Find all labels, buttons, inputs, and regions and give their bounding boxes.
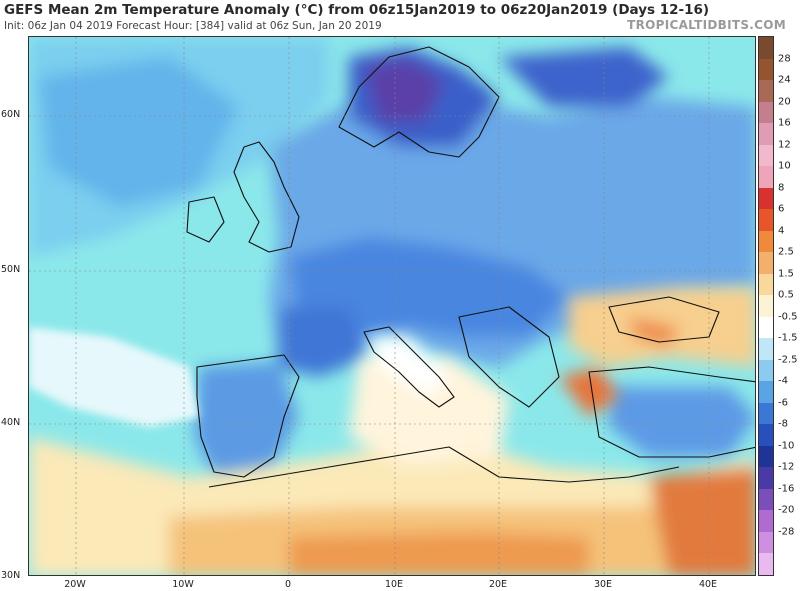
colorbar-label: -4 bbox=[778, 375, 788, 387]
anatolia-outline bbox=[588, 366, 755, 458]
colorbar-segment bbox=[759, 58, 773, 81]
france-cold bbox=[279, 307, 369, 377]
lat-label-40n: 40N bbox=[1, 417, 21, 428]
colorbar-segment bbox=[759, 467, 773, 490]
colorbar-segment bbox=[759, 37, 773, 60]
colorbar-label: 8 bbox=[778, 182, 785, 194]
colorbar-label: -10 bbox=[778, 440, 795, 452]
anatolia-cold bbox=[609, 387, 755, 457]
italy-neutral bbox=[369, 337, 449, 397]
colorbar-label: 1.5 bbox=[778, 268, 794, 280]
colorbar-segment bbox=[759, 252, 773, 275]
colorbar-segment bbox=[759, 510, 773, 533]
italy-outline bbox=[363, 326, 455, 408]
colorbar-segment bbox=[759, 209, 773, 232]
colorbar-label: -1.5 bbox=[778, 332, 798, 344]
scandinavia-outline bbox=[338, 46, 500, 158]
colorbar-label: -20 bbox=[778, 504, 795, 516]
anomaly-map[interactable] bbox=[28, 36, 756, 576]
colorbar-segment bbox=[759, 402, 773, 425]
colorbar-segment bbox=[759, 295, 773, 318]
colorbar-segment bbox=[759, 445, 773, 468]
colorbar-label: 20 bbox=[778, 96, 791, 108]
colorbar-segment bbox=[759, 144, 773, 167]
colorbar-segment bbox=[759, 80, 773, 103]
sahara-warm-core bbox=[289, 532, 589, 575]
lon-label-0: 0 bbox=[284, 579, 292, 590]
lon-label-20w: 20W bbox=[64, 579, 86, 590]
lat-label-50n: 50N bbox=[1, 264, 21, 275]
anomaly-map-graphic bbox=[29, 37, 755, 575]
colorbar-label: -12 bbox=[778, 461, 795, 473]
colorbar-segment bbox=[759, 123, 773, 146]
colorbar-label: 12 bbox=[778, 139, 791, 151]
iberia-outline bbox=[196, 354, 300, 478]
black-sea-warm bbox=[629, 317, 679, 347]
map-title: GEFS Mean 2m Temperature Anomaly (°C) fr… bbox=[4, 2, 710, 18]
atlantic-cold bbox=[39, 57, 239, 207]
colorbar-segment bbox=[759, 531, 773, 554]
run-info: Init: 06z Jan 04 2019 Forecast Hour: [38… bbox=[4, 20, 382, 32]
colorbar-segment bbox=[759, 338, 773, 361]
colorbar-label: -6 bbox=[778, 397, 788, 409]
ireland-outline bbox=[186, 196, 225, 243]
colorbar-segment bbox=[759, 166, 773, 189]
colorbar-segment bbox=[759, 381, 773, 404]
colorbar-label: 10 bbox=[778, 160, 791, 172]
colorbar bbox=[758, 36, 774, 576]
colorbar-label: 2.5 bbox=[778, 246, 794, 258]
colorbar-label: -2.5 bbox=[778, 354, 798, 366]
lat-label-60n: 60N bbox=[1, 109, 21, 120]
iberia-cold bbox=[194, 362, 299, 487]
colorbar-label: -0.5 bbox=[778, 311, 798, 323]
colorbar-label: 0.5 bbox=[778, 289, 794, 301]
graticule bbox=[29, 37, 755, 575]
aegean-warm bbox=[559, 367, 619, 417]
atlantic-neutral-band bbox=[29, 327, 199, 427]
britain-outline bbox=[233, 141, 300, 253]
lon-label-20e: 20E bbox=[488, 579, 508, 590]
brand-watermark: TROPICALTIDBITS.COM bbox=[627, 18, 786, 32]
colorbar-segment bbox=[759, 101, 773, 124]
lon-label-10w: 10W bbox=[172, 579, 194, 590]
middle-east-warm-core bbox=[649, 467, 755, 575]
lat-label-30n: 30N bbox=[1, 570, 21, 581]
lon-label-30e: 30E bbox=[593, 579, 613, 590]
colorbar-label: -16 bbox=[778, 483, 795, 495]
lon-label-40e: 40E bbox=[698, 579, 718, 590]
colorbar-label: 4 bbox=[778, 225, 785, 237]
colorbar-segment bbox=[759, 273, 773, 296]
scandinavia-cold-extreme bbox=[364, 59, 444, 122]
northeast-cold bbox=[499, 47, 669, 107]
lon-label-10e: 10E bbox=[384, 579, 404, 590]
colorbar-segment bbox=[759, 230, 773, 253]
colorbar-segment bbox=[759, 359, 773, 382]
colorbar-segment bbox=[759, 316, 773, 339]
balkans-outline bbox=[458, 306, 560, 408]
colorbar-segment bbox=[759, 553, 773, 576]
med-neutral bbox=[349, 357, 509, 467]
colorbar-label: 16 bbox=[778, 117, 791, 129]
colorbar-segment bbox=[759, 187, 773, 210]
colorbar-label: 28 bbox=[778, 53, 791, 65]
colorbar-label: -28 bbox=[778, 526, 795, 538]
header: GEFS Mean 2m Temperature Anomaly (°C) fr… bbox=[0, 0, 800, 36]
colorbar-label: 24 bbox=[778, 74, 791, 86]
colorbar-label: -8 bbox=[778, 418, 788, 430]
colorbar-label: 6 bbox=[778, 203, 785, 215]
colorbar-segment bbox=[759, 424, 773, 447]
colorbar-segment bbox=[759, 488, 773, 511]
